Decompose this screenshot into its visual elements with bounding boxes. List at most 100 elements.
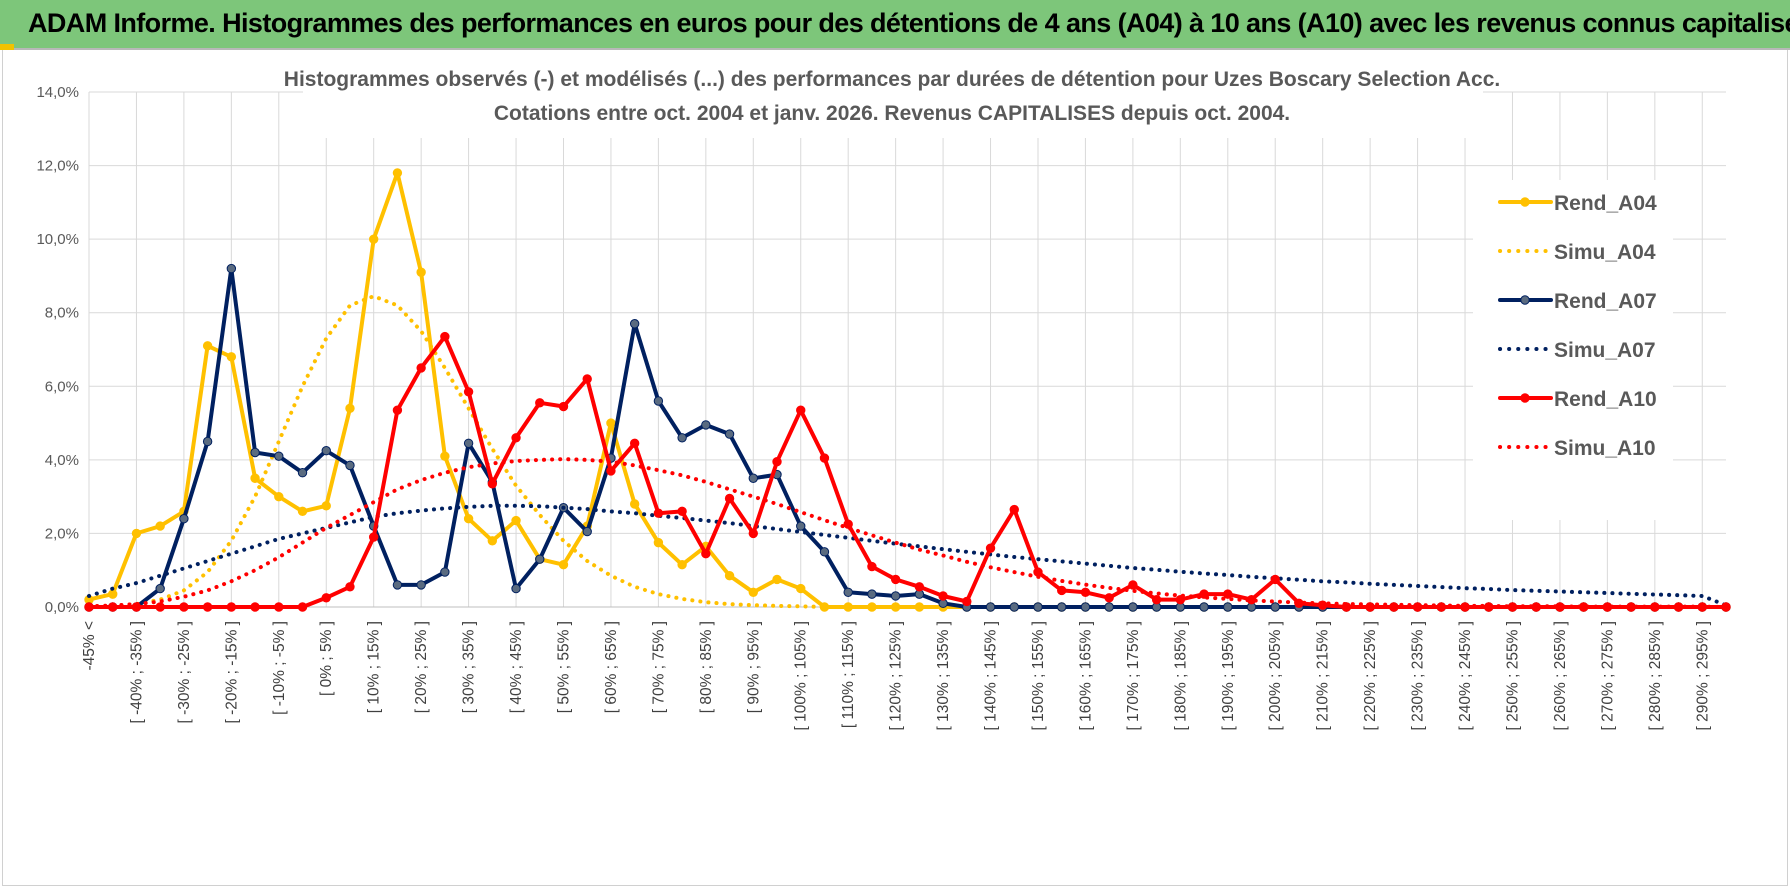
- point-Rend_A04: [606, 418, 616, 428]
- point-Rend_A04: [274, 491, 284, 502]
- x-tick-label: [ 50% ; 55% ]: [555, 621, 572, 713]
- y-tick-label: 12,0%: [36, 158, 79, 175]
- y-tick-label: 4,0%: [45, 452, 79, 469]
- point-Rend_A04: [463, 514, 474, 524]
- point-Rend_A07: [535, 554, 545, 564]
- legend: Rend_A04 Simu_A04 Rend_A07 Simu_A07 Rend_A10…: [1473, 180, 1673, 520]
- legend-label-Simu_A10: Simu_A10: [1554, 437, 1656, 460]
- point-Rend_A04: [368, 234, 379, 244]
- point-Rend_A07: [392, 580, 403, 590]
- y-axis: 0,0% 2,0% 4,0% 6,0% 8,0% 10,0% 12,0% 14,0%: [36, 84, 79, 616]
- chart-title-line-2: Cotations entre oct. 2004 et janv. 2026.…: [494, 102, 1290, 125]
- point-Rend_A10: [368, 532, 379, 542]
- point-Rend_A07: [416, 580, 426, 590]
- point-Rend_A07: [677, 433, 687, 443]
- point-Rend_A10: [653, 508, 664, 518]
- point-Rend_A10: [796, 405, 806, 415]
- y-tick-label: 14,0%: [36, 84, 79, 101]
- point-Rend_A10: [629, 438, 640, 449]
- point-Rend_A04: [202, 341, 213, 351]
- point-Rend_A07: [890, 591, 901, 601]
- legend-label-Simu_A04: Simu_A04: [1554, 241, 1656, 264]
- point-Rend_A07: [274, 451, 284, 461]
- x-tick-label: [ -30% ; -25% ]: [176, 621, 193, 724]
- point-Rend_A10: [345, 582, 355, 592]
- point-Rend_A04: [131, 528, 142, 539]
- point-Rend_A04: [250, 473, 260, 483]
- x-tick-label: [ 270% ; 275% ]: [1599, 621, 1616, 730]
- point-Rend_A07: [440, 567, 450, 577]
- x-tick-label: [ 290% ; 295% ]: [1694, 621, 1711, 730]
- x-tick-label: [ 90% ; 95% ]: [745, 621, 762, 713]
- x-tick-label: [ 200% ; 205% ]: [1267, 621, 1284, 730]
- x-tick-label: [ 250% ; 255% ]: [1504, 621, 1521, 730]
- x-tick-label: -45% <: [81, 621, 98, 671]
- point-Rend_A07: [463, 438, 474, 449]
- x-tick-label: [ 180% ; 185% ]: [1172, 621, 1189, 730]
- point-Rend_A04: [558, 559, 569, 570]
- point-Rend_A07: [1033, 602, 1043, 612]
- point-Rend_A04: [487, 536, 498, 546]
- point-Rend_A10: [985, 543, 996, 553]
- point-Rend_A10: [511, 433, 521, 443]
- point-Rend_A07: [1104, 602, 1114, 612]
- point-Rend_A07: [653, 396, 664, 406]
- point-Rend_A10: [914, 582, 925, 592]
- point-Rend_A07: [202, 436, 213, 447]
- point-Rend_A10: [202, 602, 213, 612]
- point-Rend_A10: [606, 466, 616, 476]
- corner-mark: [0, 44, 14, 50]
- point-Rend_A10: [582, 374, 592, 384]
- point-Rend_A10: [250, 602, 260, 612]
- point-Rend_A07: [985, 602, 996, 612]
- x-tick-label: [ 210% ; 215% ]: [1315, 621, 1332, 730]
- point-Rend_A07: [1199, 602, 1209, 612]
- x-tick-label: [ -40% ; -35% ]: [128, 621, 145, 724]
- point-Rend_A10: [962, 596, 972, 607]
- point-Rend_A04: [748, 587, 758, 597]
- x-tick-label: [ 70% ; 75% ]: [650, 621, 667, 713]
- point-Rend_A10: [321, 593, 331, 603]
- x-tick-label: [ 160% ; 165% ]: [1077, 621, 1094, 730]
- chart-frame: 0,0% 2,0% 4,0% 6,0% 8,0% 10,0% 12,0% 14,0% -45%…: [2, 50, 1788, 886]
- point-Rend_A10: [819, 453, 830, 463]
- x-tick-label: [ 60% ; 65% ]: [603, 621, 620, 713]
- legend-label-Rend_A10: Rend_A10: [1554, 388, 1657, 411]
- y-tick-label: 2,0%: [45, 525, 79, 542]
- point-Rend_A07: [796, 521, 806, 531]
- point-Rend_A07: [819, 547, 830, 557]
- point-Rend_A07: [297, 468, 308, 478]
- point-Rend_A04: [677, 559, 687, 570]
- point-Rend_A10: [155, 602, 165, 612]
- series-line-Rend_A10: [87, 334, 1728, 609]
- y-tick-label: 0,0%: [45, 599, 79, 616]
- point-Rend_A07: [582, 526, 592, 537]
- point-Rend_A07: [1057, 602, 1067, 612]
- x-tick-label: [ 150% ; 155% ]: [1030, 621, 1047, 730]
- point-Rend_A10: [274, 602, 284, 612]
- point-Rend_A10: [1080, 587, 1091, 597]
- point-Rend_A07: [724, 429, 735, 439]
- x-tick-label: [ 120% ; 125% ]: [888, 621, 905, 730]
- point-Rend_A07: [1270, 602, 1280, 612]
- point-Rend_A10: [938, 591, 948, 601]
- x-tick-label: [ 30% ; 35% ]: [461, 621, 478, 713]
- point-Rend_A07: [226, 263, 237, 274]
- x-tick-label: [ 110% ; 115% ]: [840, 621, 857, 728]
- point-Rend_A10: [1009, 504, 1019, 515]
- point-Rend_A04: [392, 168, 403, 178]
- point-Rend_A07: [1128, 602, 1138, 612]
- x-tick-label: [ 130% ; 135% ]: [935, 621, 952, 730]
- chart-title-background: [303, 60, 1483, 138]
- legend-label-Rend_A04: Rend_A04: [1554, 192, 1657, 215]
- point-Rend_A07: [748, 473, 758, 483]
- point-Rend_A07: [629, 319, 640, 329]
- point-Rend_A10: [1057, 585, 1067, 596]
- point-Rend_A04: [629, 499, 640, 509]
- x-tick-label: [ -20% ; -15% ]: [223, 621, 240, 724]
- point-Rend_A04: [511, 515, 521, 526]
- point-Rend_A04: [653, 537, 664, 548]
- point-Rend_A07: [155, 583, 165, 594]
- legend-marker-Rend_A04: [1520, 197, 1530, 207]
- point-Rend_A10: [1151, 594, 1162, 605]
